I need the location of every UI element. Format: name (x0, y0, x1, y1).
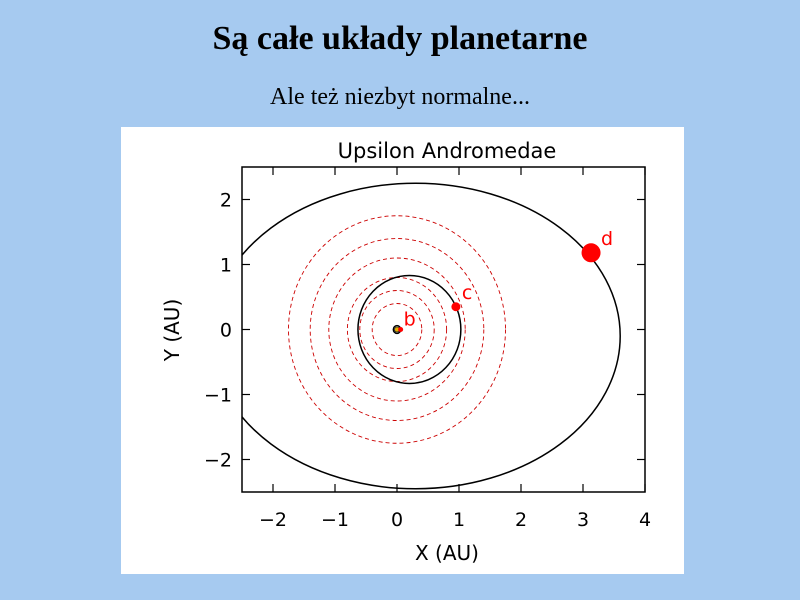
planet-b-label: b (404, 309, 416, 331)
x-tick-label: 0 (391, 509, 403, 531)
x-tick-label: 4 (639, 509, 651, 531)
x-axis-label: X (AU) (415, 541, 479, 565)
slide-subtitle: Ale też niezbyt normalne... (270, 84, 530, 110)
chart-title: Upsilon Andromedae (338, 139, 557, 163)
slide-title: Są całe układy planetarne (212, 20, 588, 57)
orbit-line (242, 182, 621, 490)
x-tick-label: 3 (577, 509, 589, 531)
dashed-ring (288, 215, 506, 444)
x-tick-label: 2 (515, 509, 527, 531)
plot-frame (241, 166, 646, 493)
x-tick-label: −1 (321, 509, 349, 531)
orbit-chart-svg: Upsilon Andromedae X (AU) Y (AU) −2 −1 0 1 2… (160, 139, 651, 565)
y-axis-label: Y (AU) (160, 299, 184, 363)
planet-d-label: d (601, 228, 613, 250)
orbit-line (357, 274, 462, 385)
x-tick-label: 1 (453, 509, 465, 531)
planet-c-label: c (462, 282, 472, 304)
planet-d-point (581, 243, 601, 263)
x-tick-label: −2 (259, 509, 287, 531)
dashed-ring (359, 290, 435, 369)
dashed-ring (328, 257, 466, 402)
y-tick-label: −2 (204, 450, 232, 472)
planet-c-point (451, 302, 461, 312)
y-tick-label: 1 (220, 255, 232, 277)
orbit-chart: Upsilon Andromedae X (AU) Y (AU) −2 −1 0 1 2… (121, 127, 684, 574)
y-tick-label: −1 (204, 385, 232, 407)
y-tick-label: 2 (220, 190, 232, 212)
dashed-ring (371, 303, 423, 356)
dashed-ring (309, 238, 485, 421)
planet-b-point (398, 327, 404, 332)
y-tick-label: 0 (220, 320, 232, 342)
